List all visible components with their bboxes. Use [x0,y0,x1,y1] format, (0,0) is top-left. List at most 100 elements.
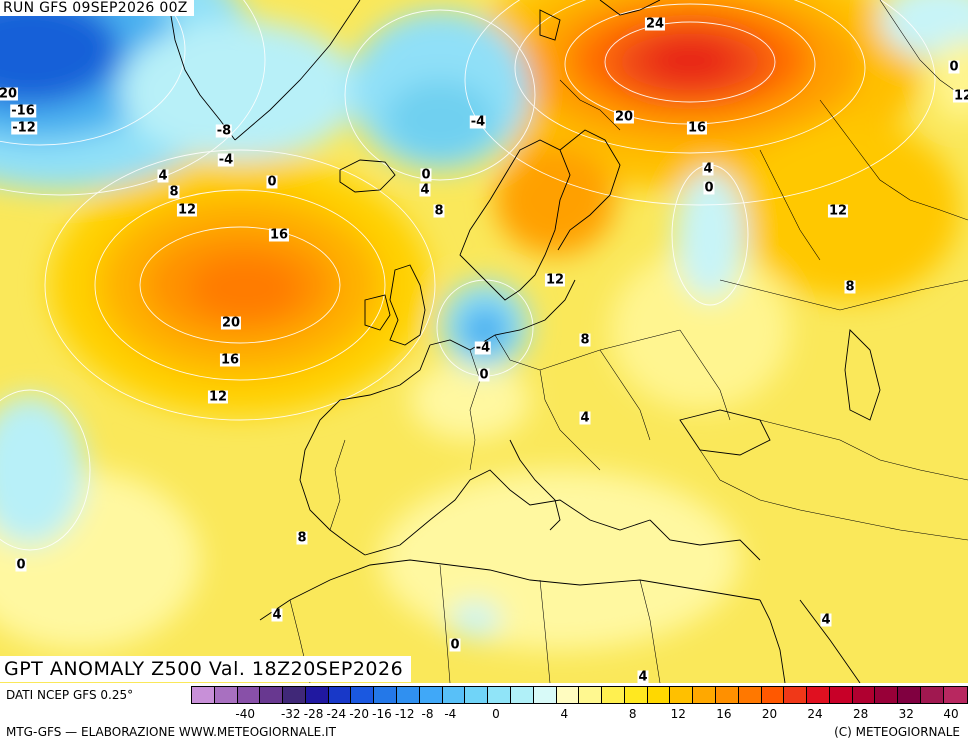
anomaly-map: 24 20 16 4 0 12 8 20 16 12 -4 0 -4 4 8 1… [0,0,968,683]
contour-label: 12 [827,203,849,219]
contour-label: 4 [271,607,283,623]
colorbar-swatch [807,687,830,703]
contour-label: 0 [948,59,960,75]
credit-left: MTG-GFS — ELABORAZIONE WWW.METEOGIORNALE… [6,725,336,739]
field-title: GPT ANOMALY Z500 Val. 18Z20SEP2026 [0,656,412,682]
anomaly-field [0,0,968,650]
contour-label: -4 [474,340,492,356]
contour-label: 4 [157,168,169,184]
colorbar-swatch [875,687,899,703]
colorbar-tick-label: -24 [326,707,347,721]
contour-label: 8 [296,530,308,546]
contour-label: 20 [0,87,19,101]
colorbar-swatch [465,687,489,703]
contour-label: 4 [820,612,832,628]
colorbar-swatch [943,687,967,703]
colorbar-tick-label: 8 [628,707,637,721]
contour-label: 0 [449,637,461,653]
contour-label: 16 [268,227,290,243]
contour-label: 4 [419,182,431,198]
colorbar-swatch [374,687,398,703]
contour-label: -4 [469,114,487,130]
colorbar-tick-label: 40 [943,707,959,721]
colorbar-swatch [784,687,808,703]
contour-label: -8 [215,123,233,139]
contour-label: 0 [478,367,490,383]
colorbar-tick-label: 4 [560,707,569,721]
colorbar-swatch [488,687,511,703]
colorbar-swatch [328,687,352,703]
contour-label: 12 [207,389,229,405]
contour-label: 8 [168,184,180,200]
colorbar-swatch [693,687,716,703]
country-borders [289,0,968,683]
run-title: RUN GFS 09SEP2026 00Z [0,0,194,16]
colorbar-tick-label: -20 [349,707,369,721]
colorbar-tick-label: 12 [670,707,686,721]
contour-label: 4 [637,669,649,683]
contour-label: 4 [702,161,714,177]
colorbar-swatch [214,687,238,703]
colorbar-tick-label: -4 [444,707,457,721]
colorbar-swatch [579,687,603,703]
contour-label: 8 [433,203,445,219]
map-canvas [0,0,968,683]
colorbar-tick-label: -32 [280,707,301,721]
colorbar-tick-label: 28 [852,707,869,721]
data-source-label: DATI NCEP GFS 0.25° [6,688,134,702]
contour-label: 12 [544,272,566,288]
contour-label: -4 [217,152,235,168]
colorbar-tick-label: -16 [372,707,392,721]
contour-label: -12 [11,120,37,136]
colorbar-swatch [397,687,420,703]
contour-label: 8 [579,332,591,348]
colorbar [191,686,968,704]
colorbar-swatch [921,687,944,703]
contour-label: 4 [579,410,591,426]
colorbar-swatch [419,687,443,703]
coastlines [169,0,881,683]
colorbar-swatch [351,687,375,703]
colorbar-swatch [442,687,466,703]
colorbar-tick-label: -8 [421,707,434,721]
colorbar-swatch [898,687,921,703]
colorbar-tick-label: -40 [235,707,255,721]
colorbar-swatch [647,687,671,703]
contour-label: 12 [952,89,968,103]
colorbar-tick-label: 24 [807,707,823,721]
colorbar-swatch [283,687,306,703]
contour-label: 0 [703,180,715,196]
colorbar-tick-label: -28 [303,707,324,721]
colorbar-tick-label: 0 [492,707,500,721]
contour-label: 0 [15,557,27,573]
contour-label: 20 [613,109,635,125]
contour-label: 0 [420,167,432,183]
colorbar-swatch [305,687,329,703]
credit-right: (C) METEOGIORNALE [834,725,960,739]
colorbar-tick-label: 16 [716,707,732,721]
contour-label: 16 [686,120,708,136]
colorbar-swatch [761,687,785,703]
colorbar-tick-label: 32 [898,707,914,721]
colorbar-swatch [260,687,284,703]
colorbar-swatch [829,687,853,703]
contour-label: -16 [10,103,36,119]
colorbar-swatch [715,687,739,703]
colorbar-swatch [624,687,648,703]
contour-label: 12 [176,202,198,218]
contour-label: 0 [266,174,278,190]
colorbar-swatch [237,687,261,703]
colorbar-ticks: -40 -32 -28 -24 -20 -16 -12 -8 -4 0 4 8 12 16 20 24 28 32… [191,707,966,723]
colorbar-tick-label: -12 [394,707,415,721]
colorbar-tick-label: 20 [761,707,778,721]
colorbar-swatch [670,687,694,703]
contour-label: 20 [220,315,242,331]
legend-footer: DATI NCEP GFS 0.25° -40 -32 -28 -24 -20 -16 -1… [0,683,968,745]
contour-label: 8 [844,279,856,295]
colorbar-swatch [192,687,215,703]
colorbar-swatch [852,687,876,703]
contour-label: 24 [644,16,666,32]
colorbar-swatch [533,687,557,703]
colorbar-swatch [510,687,534,703]
contour-label: 16 [219,352,241,368]
